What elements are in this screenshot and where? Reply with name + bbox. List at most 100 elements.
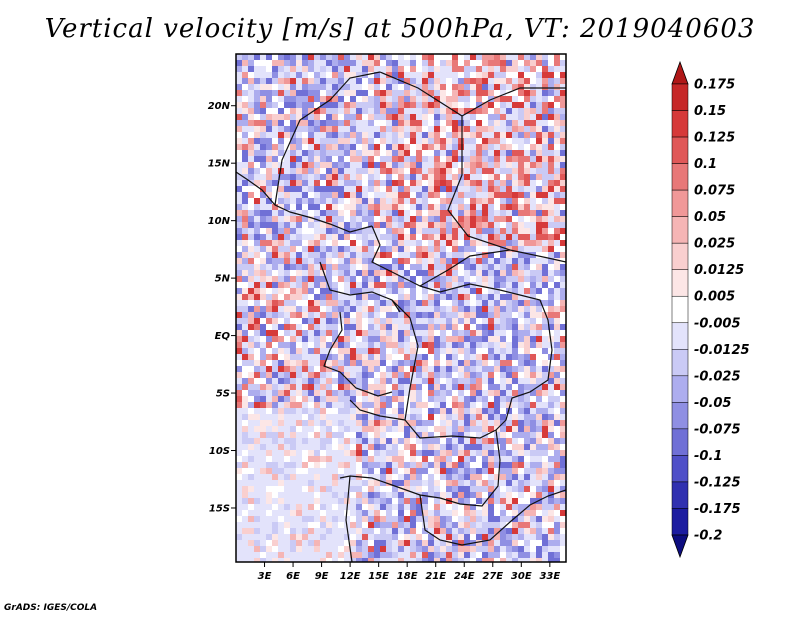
field-cell <box>374 66 381 73</box>
field-cell <box>236 282 243 289</box>
field-cell <box>560 300 566 307</box>
field-cell <box>278 396 285 403</box>
field-cell <box>236 474 243 481</box>
field-cell <box>308 60 315 67</box>
field-cell <box>452 384 459 391</box>
field-cell <box>320 480 327 487</box>
field-cell <box>494 102 501 109</box>
field-cell <box>380 96 387 103</box>
field-cell <box>458 102 465 109</box>
field-cell <box>272 498 279 505</box>
field-cell <box>254 450 261 457</box>
field-cell <box>416 474 423 481</box>
field-cell <box>338 414 345 421</box>
field-cell <box>482 558 489 562</box>
field-cell <box>446 492 453 499</box>
field-cell <box>536 528 543 535</box>
field-cell <box>332 84 339 91</box>
field-cell <box>380 372 387 379</box>
field-cell <box>446 444 453 451</box>
field-cell <box>470 444 477 451</box>
field-cell <box>560 402 566 409</box>
field-cell <box>278 150 285 157</box>
field-cell <box>506 126 513 133</box>
field-cell <box>290 372 297 379</box>
field-cell <box>302 192 309 199</box>
field-cell <box>518 318 525 325</box>
field-cell <box>380 528 387 535</box>
field-cell <box>236 126 243 133</box>
field-cell <box>338 222 345 229</box>
field-cell <box>488 168 495 175</box>
field-cell <box>530 408 537 415</box>
field-cell <box>380 498 387 505</box>
field-cell <box>368 414 375 421</box>
field-cell <box>308 390 315 397</box>
field-cell <box>356 546 363 553</box>
field-cell <box>248 342 255 349</box>
field-cell <box>350 456 357 463</box>
field-cell <box>542 450 549 457</box>
field-cell <box>302 372 309 379</box>
field-cell <box>272 552 279 559</box>
field-cell <box>470 228 477 235</box>
field-cell <box>518 300 525 307</box>
field-cell <box>374 384 381 391</box>
field-cell <box>422 498 429 505</box>
field-cell <box>314 192 321 199</box>
field-cell <box>320 270 327 277</box>
field-cell <box>554 102 561 109</box>
field-cell <box>332 108 339 115</box>
field-cell <box>440 444 447 451</box>
field-cell <box>458 540 465 547</box>
field-cell <box>506 66 513 73</box>
field-cell <box>302 468 309 475</box>
field-cell <box>410 84 417 91</box>
field-cell <box>374 432 381 439</box>
field-cell <box>494 336 501 343</box>
field-cell <box>386 162 393 169</box>
field-cell <box>464 528 471 535</box>
field-cell <box>500 252 507 259</box>
field-cell <box>470 102 477 109</box>
field-cell <box>302 258 309 265</box>
field-cell <box>536 108 543 115</box>
field-cell <box>428 126 435 133</box>
field-cell <box>356 228 363 235</box>
field-cell <box>398 528 405 535</box>
field-cell <box>386 354 393 361</box>
field-cell <box>308 402 315 409</box>
field-cell <box>398 384 405 391</box>
field-cell <box>518 264 525 271</box>
field-cell <box>470 318 477 325</box>
field-cell <box>368 102 375 109</box>
field-cell <box>476 228 483 235</box>
field-cell <box>518 498 525 505</box>
field-cell <box>470 240 477 247</box>
field-cell <box>464 366 471 373</box>
field-cell <box>350 60 357 67</box>
field-cell <box>506 474 513 481</box>
field-cell <box>356 504 363 511</box>
field-cell <box>494 90 501 97</box>
field-cell <box>296 402 303 409</box>
field-cell <box>410 270 417 277</box>
field-cell <box>266 102 273 109</box>
field-cell <box>392 90 399 97</box>
field-cell <box>512 72 519 79</box>
field-cell <box>506 462 513 469</box>
field-cell <box>260 420 267 427</box>
field-cell <box>428 492 435 499</box>
field-cell <box>410 456 417 463</box>
field-cell <box>314 534 321 541</box>
field-cell <box>326 396 333 403</box>
field-cell <box>284 498 291 505</box>
field-cell <box>482 462 489 469</box>
field-cell <box>536 288 543 295</box>
field-cell <box>476 204 483 211</box>
field-cell <box>356 282 363 289</box>
field-cell <box>554 384 561 391</box>
field-cell <box>326 210 333 217</box>
map-frame <box>235 53 567 563</box>
field-cell <box>542 390 549 397</box>
